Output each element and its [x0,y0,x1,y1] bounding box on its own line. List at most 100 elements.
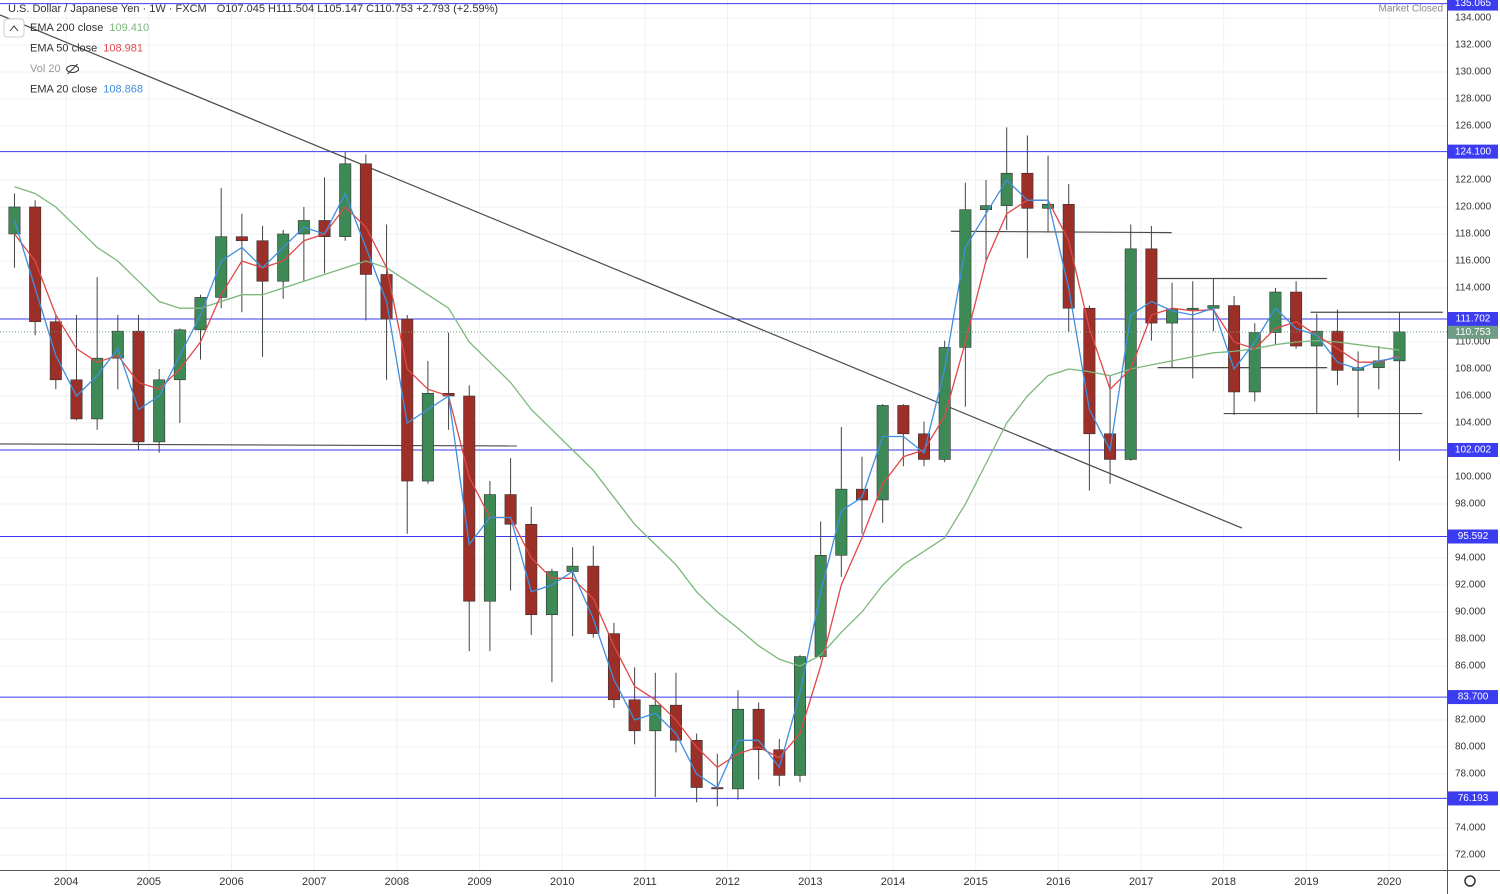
y-tick-label: 92.000 [1455,580,1486,591]
grid [0,0,1447,870]
candle-body [918,433,930,460]
x-tick-label: 2018 [1212,876,1236,888]
collapse-button[interactable] [3,18,25,38]
candle-body [8,206,21,235]
x-tick-label: 2011 [633,876,657,888]
x-tick-label: 2008 [385,876,409,888]
hidden-icon [66,65,80,73]
legend-value: 108.868 [103,83,143,95]
y-tick-label: 132.000 [1455,40,1492,51]
ema-line [14,186,1400,667]
x-tick-label: 2020 [1377,876,1401,888]
candle-body [856,488,868,501]
ema-line [13,178,1400,789]
gear[interactable] [1464,875,1476,887]
candle-body [1290,291,1303,347]
y-tick-label: 86.000 [1455,661,1486,672]
candle-body [980,205,993,210]
market-status: Market Closed [1379,4,1443,15]
candle-body [380,274,393,320]
candle-body [339,163,352,237]
x-tick-label: 2017 [1129,876,1153,888]
candle-body [215,236,228,298]
y-tick-label: 90.000 [1455,607,1486,618]
last-price-label: 110.753 [1455,327,1491,338]
level-label: 95.592 [1458,531,1489,542]
y-tick-label: 80.000 [1455,742,1486,753]
y-tick-label: 94.000 [1455,553,1486,564]
candle-body [669,704,682,741]
candle-body [235,236,248,242]
x-tick-label: 2006 [219,876,243,888]
y-tick-label: 78.000 [1455,769,1486,780]
last-price-box [1448,325,1498,339]
candle-body [1248,332,1261,393]
ohlc-values: O107.045 H111.504 L105.147 C110.753 +2.7… [217,3,498,15]
candle-body [607,633,620,701]
candle-body [1021,172,1034,209]
level-label-box [1448,312,1498,327]
candle-body [504,494,517,525]
legend-value: 109.410 [109,22,149,34]
hidden-icon-slash [67,63,78,75]
x-tick-label: 2019 [1294,876,1318,888]
candle-body [1000,172,1013,206]
level-label: 135.065 [1455,0,1492,9]
candle-body [91,357,104,420]
settings-icon[interactable] [1464,875,1476,887]
y-tick-label: 104.000 [1455,418,1492,429]
y-tick-label: 120.000 [1455,202,1492,213]
x-tick-label: 2004 [54,876,78,888]
level-label-box [1448,442,1498,457]
candle-body [773,749,786,776]
candle-body [70,379,83,420]
y-tick-label: 126.000 [1455,121,1492,132]
y-tick-label: 110.000 [1455,337,1491,348]
candle-body [1124,248,1137,460]
candle-body [1166,309,1179,324]
trend-line [0,14,1243,529]
candle-body [1393,331,1406,362]
candle-body [897,405,910,435]
candle-body [132,330,145,443]
candle-body [463,395,476,602]
candle-body [111,330,124,359]
candle-body [814,555,827,657]
level-label: 124.100 [1455,146,1492,157]
candle-body [483,494,496,602]
candle-body [731,708,744,790]
trend-line [950,230,1172,234]
candle-body [835,488,848,556]
y-tick-label: 108.000 [1455,364,1492,375]
candle-body [1062,203,1075,309]
candle-body [277,233,290,282]
level-label: 83.700 [1458,692,1489,703]
y-tick-label: 134.000 [1455,13,1492,24]
candle-body [1145,248,1158,324]
y-tick-label: 128.000 [1455,94,1492,105]
y-tick-label: 88.000 [1455,634,1486,645]
candle-body [29,206,42,323]
legend-name: EMA 50 close [30,42,97,54]
candle-body [49,321,62,381]
candle-body [359,163,372,275]
candle-body [752,708,765,751]
level-label-box [1448,144,1498,159]
candle-body [1186,307,1199,310]
x-tick-label: 2014 [881,876,905,888]
candle-body [256,240,269,282]
candle-body [938,347,951,460]
collapse-icon [9,25,19,32]
candle-body [153,379,166,443]
y-tick-label: 82.000 [1455,715,1486,726]
level-label-box [1448,791,1498,806]
y-tick-label: 100.000 [1455,472,1492,483]
level-label-box [1448,690,1498,705]
candle-body [545,571,558,616]
candle-body [401,318,414,482]
x-tick-label: 2010 [550,876,574,888]
candle-body [1269,291,1282,333]
level-label: 111.702 [1456,314,1491,325]
